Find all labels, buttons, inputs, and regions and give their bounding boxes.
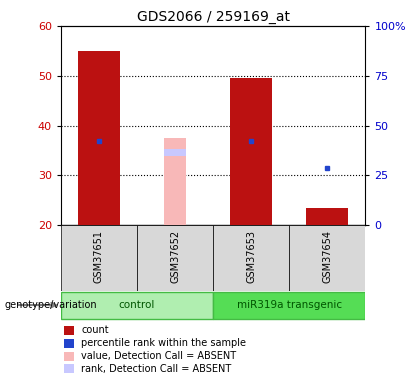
Bar (64, 326, 74, 335)
Bar (289, 225, 365, 291)
Text: value, Detection Call = ABSENT: value, Detection Call = ABSENT (81, 351, 236, 361)
Bar (64, 351, 74, 361)
Bar (64, 339, 74, 348)
Text: rank, Detection Call = ABSENT: rank, Detection Call = ABSENT (81, 364, 231, 374)
Bar (213, 225, 289, 291)
Bar (307, 208, 348, 225)
Text: control: control (119, 300, 155, 310)
Bar (64, 364, 74, 374)
Bar (78, 51, 120, 225)
Text: genotype/variation: genotype/variation (4, 300, 97, 310)
Bar (165, 150, 186, 156)
Bar (61, 225, 137, 291)
Bar (213, 292, 365, 319)
Text: count: count (81, 326, 109, 336)
Bar (61, 292, 213, 319)
Text: percentile rank within the sample: percentile rank within the sample (81, 338, 246, 348)
Text: GSM37653: GSM37653 (246, 230, 256, 283)
Text: miR319a transgenic: miR319a transgenic (237, 300, 342, 310)
Text: GSM37654: GSM37654 (322, 230, 332, 283)
Bar (165, 138, 186, 225)
Text: GSM37652: GSM37652 (170, 230, 180, 284)
Title: GDS2066 / 259169_at: GDS2066 / 259169_at (136, 10, 290, 24)
Bar (230, 78, 272, 225)
Text: GSM37651: GSM37651 (94, 230, 104, 283)
Bar (137, 225, 213, 291)
